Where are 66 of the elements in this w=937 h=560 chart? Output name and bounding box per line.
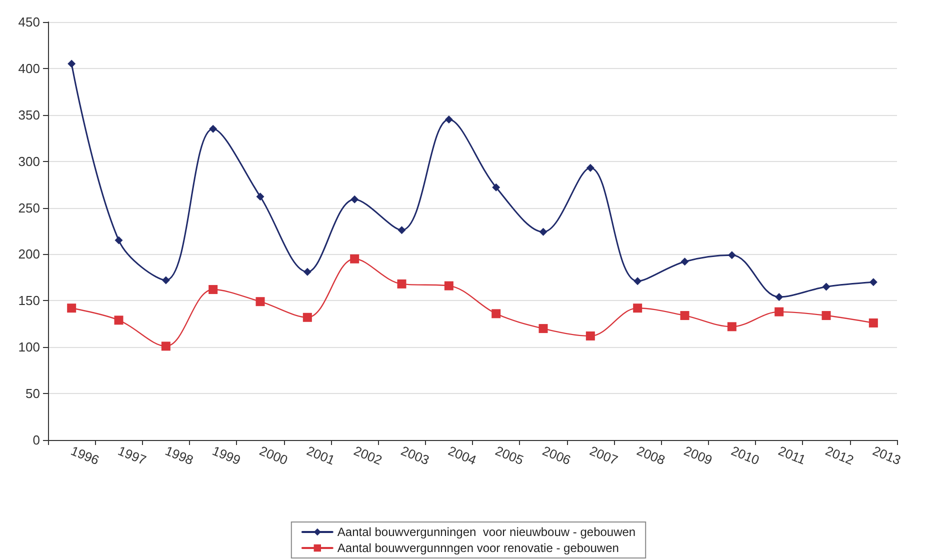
point bbox=[680, 258, 689, 266]
y-tick-label: 300 bbox=[18, 154, 40, 169]
x-tick-label: 2013 bbox=[870, 443, 904, 468]
point bbox=[868, 318, 878, 328]
point bbox=[492, 183, 500, 192]
point bbox=[586, 331, 595, 340]
point bbox=[114, 236, 123, 244]
point bbox=[633, 304, 642, 313]
point bbox=[774, 307, 784, 316]
point bbox=[350, 195, 359, 204]
point bbox=[162, 276, 170, 284]
point bbox=[302, 312, 312, 322]
x-tick-label: 2005 bbox=[493, 443, 526, 468]
point bbox=[822, 311, 831, 320]
y-tick-label: 350 bbox=[18, 107, 40, 122]
y-tick-label: 150 bbox=[18, 293, 40, 308]
x-tick-label: 2006 bbox=[540, 443, 573, 468]
x-tick-label: 2002 bbox=[352, 443, 384, 468]
y-tick-label: 200 bbox=[18, 246, 40, 262]
y-tick-label: 100 bbox=[18, 340, 40, 355]
point bbox=[586, 164, 594, 172]
point bbox=[303, 268, 312, 276]
point bbox=[444, 116, 453, 124]
point bbox=[492, 309, 501, 318]
point bbox=[444, 281, 454, 290]
x-tick-label: 2011 bbox=[776, 443, 808, 468]
point bbox=[869, 278, 878, 286]
x-tick-label: 1999 bbox=[210, 443, 243, 468]
x-tick-label: 2007 bbox=[588, 443, 620, 468]
x-tick-label: 1996 bbox=[68, 443, 102, 468]
legend-label: Aantal bouwvergunnngen voor renovatie - gebouwen bbox=[337, 541, 619, 555]
point bbox=[397, 279, 406, 288]
point bbox=[208, 285, 218, 294]
x-tick-label: 2001 bbox=[304, 443, 338, 468]
point bbox=[539, 228, 548, 236]
point bbox=[350, 254, 360, 264]
x-tick-label: 1997 bbox=[116, 443, 148, 468]
x-tick-label: 2000 bbox=[257, 443, 290, 468]
point bbox=[822, 282, 830, 291]
point bbox=[256, 192, 264, 201]
x-tick-label: 2004 bbox=[446, 443, 479, 468]
x-tick-label: 2003 bbox=[398, 443, 432, 468]
point bbox=[161, 342, 170, 351]
point bbox=[67, 304, 76, 313]
point bbox=[680, 311, 690, 320]
x-tick-label: 1998 bbox=[163, 443, 196, 468]
point bbox=[256, 297, 265, 306]
x-tick-label: 2012 bbox=[823, 443, 856, 468]
y-tick-label: 400 bbox=[18, 60, 40, 76]
point bbox=[728, 251, 736, 260]
point bbox=[114, 316, 124, 325]
point bbox=[538, 324, 548, 334]
point bbox=[775, 292, 784, 301]
point bbox=[634, 277, 642, 286]
point bbox=[68, 60, 76, 68]
point bbox=[209, 124, 218, 133]
legend-label: Aantal bouwvergunningen voor nieuwbouw - gebouwen bbox=[337, 525, 636, 539]
point bbox=[398, 226, 406, 234]
x-tick-label: 2009 bbox=[682, 443, 714, 468]
y-tick-label: 50 bbox=[26, 386, 40, 402]
x-tick-label: 2010 bbox=[729, 443, 762, 468]
y-tick-label: 450 bbox=[18, 14, 40, 30]
point bbox=[727, 322, 736, 332]
y-tick-label: 0 bbox=[32, 432, 40, 448]
x-tick-label: 2008 bbox=[634, 443, 668, 468]
y-tick-label: 250 bbox=[18, 200, 40, 216]
